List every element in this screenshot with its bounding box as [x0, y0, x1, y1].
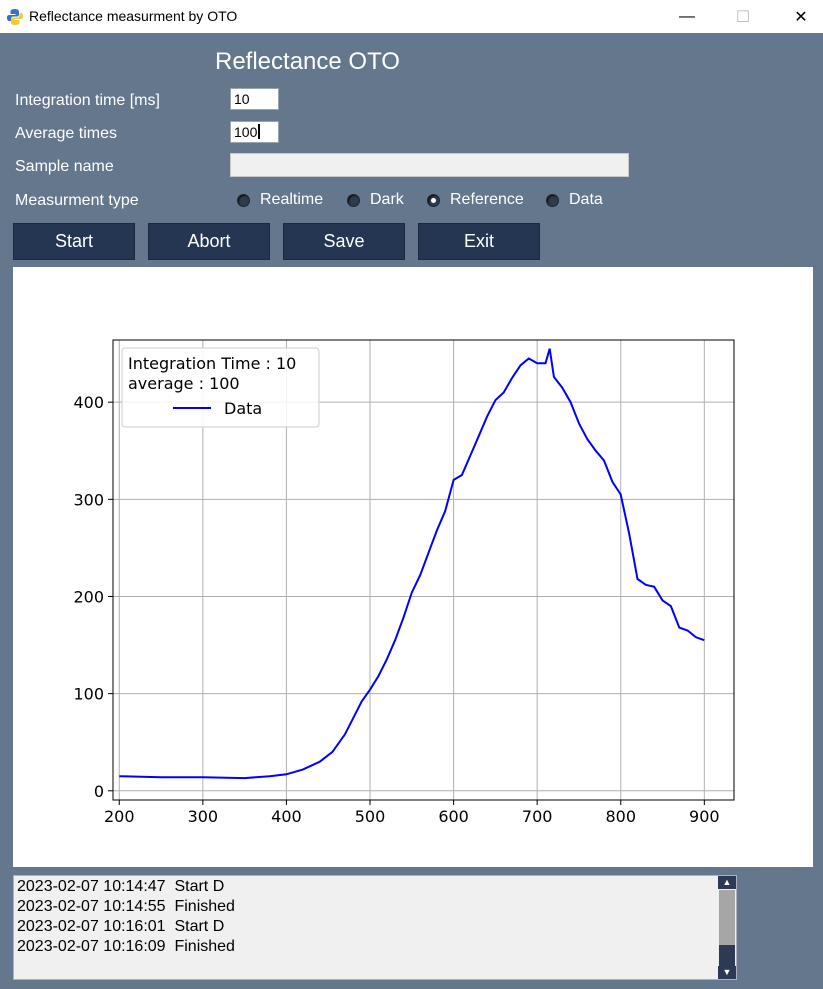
save-button[interactable]: Save: [283, 223, 405, 260]
radio-data[interactable]: Data: [546, 191, 603, 209]
y-tick-label: 400: [73, 393, 104, 412]
radio-realtime[interactable]: Realtime: [237, 191, 323, 209]
radio-data-dot: [546, 193, 559, 207]
log-scrollbar[interactable]: ▲ ▼: [718, 876, 736, 979]
x-tick-label: 800: [605, 807, 636, 826]
scroll-thumb-lower[interactable]: [719, 945, 735, 966]
abort-button[interactable]: Abort: [148, 223, 270, 260]
radio-reference-dot: [427, 193, 440, 207]
log-line: 2023-02-07 10:16:09 Finished: [17, 938, 235, 955]
radio-reference-label: Reference: [450, 191, 524, 208]
y-tick-label: 100: [73, 685, 104, 704]
average-times-label: Average times: [15, 125, 117, 142]
x-tick-label: 300: [188, 807, 219, 826]
python-app-icon: [7, 9, 23, 25]
x-tick-label: 400: [271, 807, 302, 826]
sample-name-input[interactable]: [230, 153, 629, 177]
radio-realtime-label: Realtime: [260, 191, 324, 208]
legend-title-line: average : 100: [128, 374, 240, 393]
average-times-input[interactable]: 100: [230, 121, 279, 143]
log-line: 2023-02-07 10:16:01 Start D: [17, 918, 225, 935]
x-tick-label: 500: [355, 807, 386, 826]
text-caret: [258, 124, 261, 139]
radio-dark-dot: [347, 193, 360, 207]
close-button[interactable]: ✕: [794, 8, 808, 26]
radio-dark-label: Dark: [370, 191, 404, 208]
log-line: 2023-02-07 10:14:47 Start D: [17, 878, 225, 895]
y-tick-label: 300: [73, 490, 104, 509]
x-tick-label: 700: [522, 807, 553, 826]
reflectance-chart: 200 300 400 500 600 700 800 900 0 100 200 300 400 Int…: [73, 339, 735, 826]
integration-time-label: Integration time [ms]: [15, 92, 160, 109]
measurement-type-label: Measurment type: [15, 192, 139, 209]
legend-box: [121, 347, 320, 428]
y-tick-label: 0: [94, 782, 104, 801]
radio-data-label: Data: [569, 191, 603, 208]
series-line-data: [119, 348, 705, 780]
log-box[interactable]: 2023-02-07 10:14:47 Start D 2023-02-07 1…: [13, 875, 737, 980]
start-button[interactable]: Start: [13, 223, 135, 260]
legend-title-line: Integration Time : 10: [128, 354, 296, 373]
legend-label-data: Data: [224, 399, 262, 418]
title-bar: Reflectance measurment by OTO — ☐ ✕: [0, 0, 823, 33]
maximize-button[interactable]: ☐: [735, 8, 751, 26]
scroll-thumb[interactable]: [719, 890, 735, 945]
x-tick-label: 600: [438, 807, 469, 826]
axes-frame: [112, 339, 735, 801]
integration-time-input[interactable]: 10: [230, 88, 279, 110]
plot-area: 200 300 400 500 600 700 800 900 0 100 200 300 400 Int…: [13, 267, 813, 867]
scroll-down-arrow-icon[interactable]: ▼: [718, 966, 736, 979]
log-lines: 2023-02-07 10:14:47 Start D 2023-02-07 1…: [17, 877, 717, 957]
radio-dark[interactable]: Dark: [347, 191, 404, 209]
sample-name-label: Sample name: [15, 158, 114, 175]
radio-reference[interactable]: Reference: [427, 191, 524, 209]
y-tick-label: 200: [73, 587, 104, 606]
average-times-value: 100: [234, 124, 258, 140]
window-title: Reflectance measurment by OTO: [29, 8, 238, 24]
x-tick-label: 900: [689, 807, 720, 826]
x-tick-label: 200: [104, 807, 135, 826]
app-heading: Reflectance OTO: [215, 48, 400, 75]
minimize-button[interactable]: —: [679, 7, 695, 25]
exit-button[interactable]: Exit: [418, 223, 540, 260]
scroll-up-arrow-icon[interactable]: ▲: [718, 876, 736, 889]
radio-realtime-dot: [237, 193, 250, 207]
log-line: 2023-02-07 10:14:55 Finished: [17, 898, 235, 915]
